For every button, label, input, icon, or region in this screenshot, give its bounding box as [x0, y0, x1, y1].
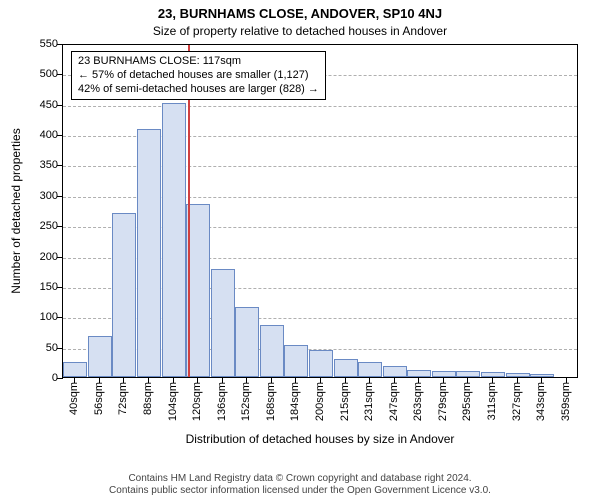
histogram-bar — [137, 129, 161, 377]
x-tick-label: 88sqm — [142, 382, 154, 415]
y-axis-ticks: 050100150200250300350400450500550 — [0, 44, 62, 378]
y-tick-label: 100 — [4, 311, 58, 323]
annotation-line: 23 BURNHAMS CLOSE: 117sqm — [78, 55, 319, 69]
x-tick-label: 343sqm — [535, 382, 547, 421]
histogram-bar — [284, 345, 308, 377]
x-tick-label: 40sqm — [68, 382, 80, 415]
x-tick-label: 136sqm — [216, 382, 228, 421]
x-tick-label: 184sqm — [289, 382, 301, 421]
x-tick-label: 327sqm — [511, 382, 523, 421]
chart-title: 23, BURNHAMS CLOSE, ANDOVER, SP10 4NJ — [0, 6, 600, 21]
credits-line: Contains public sector information licen… — [0, 485, 600, 497]
histogram-bar — [407, 370, 431, 377]
histogram-bar — [162, 103, 186, 377]
x-tick-label: 200sqm — [314, 382, 326, 421]
x-tick-label: 247sqm — [388, 382, 400, 421]
x-tick-label: 295sqm — [461, 382, 473, 421]
y-tick-label: 250 — [4, 220, 58, 232]
histogram-bar — [260, 325, 284, 377]
histogram-bar — [112, 213, 136, 377]
x-tick-label: 104sqm — [167, 382, 179, 421]
histogram-bar — [334, 359, 358, 377]
y-tick-label: 350 — [4, 159, 58, 171]
histogram-bar — [235, 307, 259, 377]
x-tick-label: 168sqm — [265, 382, 277, 421]
histogram-bar — [358, 362, 382, 377]
y-tick-label: 500 — [4, 68, 58, 80]
x-tick-label: 311sqm — [486, 382, 498, 420]
histogram-bar — [383, 366, 407, 377]
x-tick-label: 231sqm — [363, 382, 375, 421]
histogram-bar — [63, 362, 87, 377]
chart-subtitle: Size of property relative to detached ho… — [0, 24, 600, 38]
x-tick-label: 215sqm — [339, 382, 351, 421]
credits-line: Contains HM Land Registry data © Crown c… — [0, 473, 600, 485]
annotation-box: 23 BURNHAMS CLOSE: 117sqm ← 57% of detac… — [71, 51, 326, 100]
y-tick-label: 550 — [4, 38, 58, 50]
histogram-bar — [309, 350, 333, 377]
x-tick-label: 72sqm — [117, 382, 129, 415]
y-tick-label: 150 — [4, 281, 58, 293]
x-tick-label: 359sqm — [560, 382, 572, 421]
histogram-bar — [88, 336, 112, 377]
plot-area: 23 BURNHAMS CLOSE: 117sqm ← 57% of detac… — [62, 44, 578, 378]
y-tick-label: 450 — [4, 99, 58, 111]
histogram-bar — [432, 371, 456, 377]
annotation-line: ← 57% of detached houses are smaller (1,… — [78, 69, 319, 83]
y-tick-label: 0 — [4, 372, 58, 384]
histogram-bar — [506, 373, 530, 377]
x-axis-ticks: 40sqm 56sqm 72sqm 88sqm 104sqm 120sqm 136sqm 15… — [62, 378, 578, 438]
x-tick-label: 56sqm — [93, 382, 105, 415]
y-tick-label: 200 — [4, 251, 58, 263]
x-tick-label: 263sqm — [412, 382, 424, 421]
annotation-line: 42% of semi-detached houses are larger (… — [78, 83, 319, 97]
x-tick-label: 279sqm — [437, 382, 449, 421]
histogram-bar — [211, 269, 235, 377]
y-tick-label: 300 — [4, 190, 58, 202]
y-tick-label: 400 — [4, 129, 58, 141]
credits: Contains HM Land Registry data © Crown c… — [0, 473, 600, 497]
x-axis-label: Distribution of detached houses by size … — [186, 432, 455, 446]
x-tick-label: 152sqm — [240, 382, 252, 421]
x-tick-label: 120sqm — [191, 382, 203, 421]
y-tick-label: 50 — [4, 342, 58, 354]
